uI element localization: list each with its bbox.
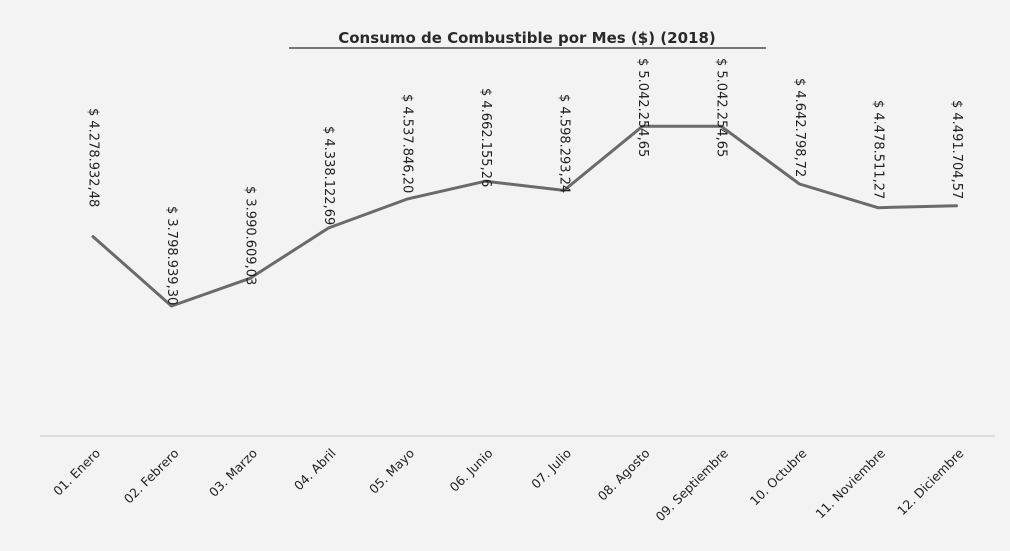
x-tick-label: 01. Enero xyxy=(50,446,103,499)
data-label: $ 5.042.254,65 xyxy=(714,58,729,157)
data-label: $ 4.642.798,72 xyxy=(792,78,807,177)
x-tick-label: 07. Julio xyxy=(528,446,574,492)
data-label: $ 4.491.704,57 xyxy=(949,100,964,199)
x-tick-label: 05. Mayo xyxy=(366,446,417,497)
x-tick-label: 09. Septiembre xyxy=(653,445,732,524)
data-label: $ 4.278.932,48 xyxy=(86,108,101,207)
chart-title: Consumo de Combustible por Mes ($) (2018… xyxy=(338,29,716,47)
x-tick-label: 02. Febrero xyxy=(121,446,182,507)
x-tick-label: 08. Agosto xyxy=(595,446,653,504)
series-group xyxy=(91,124,958,308)
data-labels-group: $ 4.278.932,48 $ 3.798.939,30 $ 3.990.609,… xyxy=(86,58,965,305)
data-label: $ 4.598.293,24 xyxy=(557,94,572,193)
series-line xyxy=(91,124,958,308)
x-tick-label: 10. Octubre xyxy=(747,445,810,508)
x-tick-label: 06. Junio xyxy=(446,446,495,495)
x-tick-label: 03. Marzo xyxy=(206,446,260,500)
data-label: $ 3.798.939,30 xyxy=(164,206,179,305)
data-label: $ 4.662.155,26 xyxy=(478,88,493,187)
data-label: $ 4.338.122,69 xyxy=(321,126,336,225)
data-label: $ 4.478.511,27 xyxy=(871,100,886,199)
data-label: $ 5.042.254,65 xyxy=(635,58,650,157)
x-tick-label: 04. Abril xyxy=(291,446,339,494)
data-label: $ 4.537.846,20 xyxy=(400,94,415,193)
x-tick-label: 12. Diciembre xyxy=(894,445,967,518)
x-tick-labels-group: 01. Enero 02. Febrero 03. Marzo 04. Abril 05… xyxy=(50,445,967,524)
data-label: $ 3.990.609,03 xyxy=(243,186,258,285)
x-tick-label: 11. Noviembre xyxy=(812,445,888,521)
